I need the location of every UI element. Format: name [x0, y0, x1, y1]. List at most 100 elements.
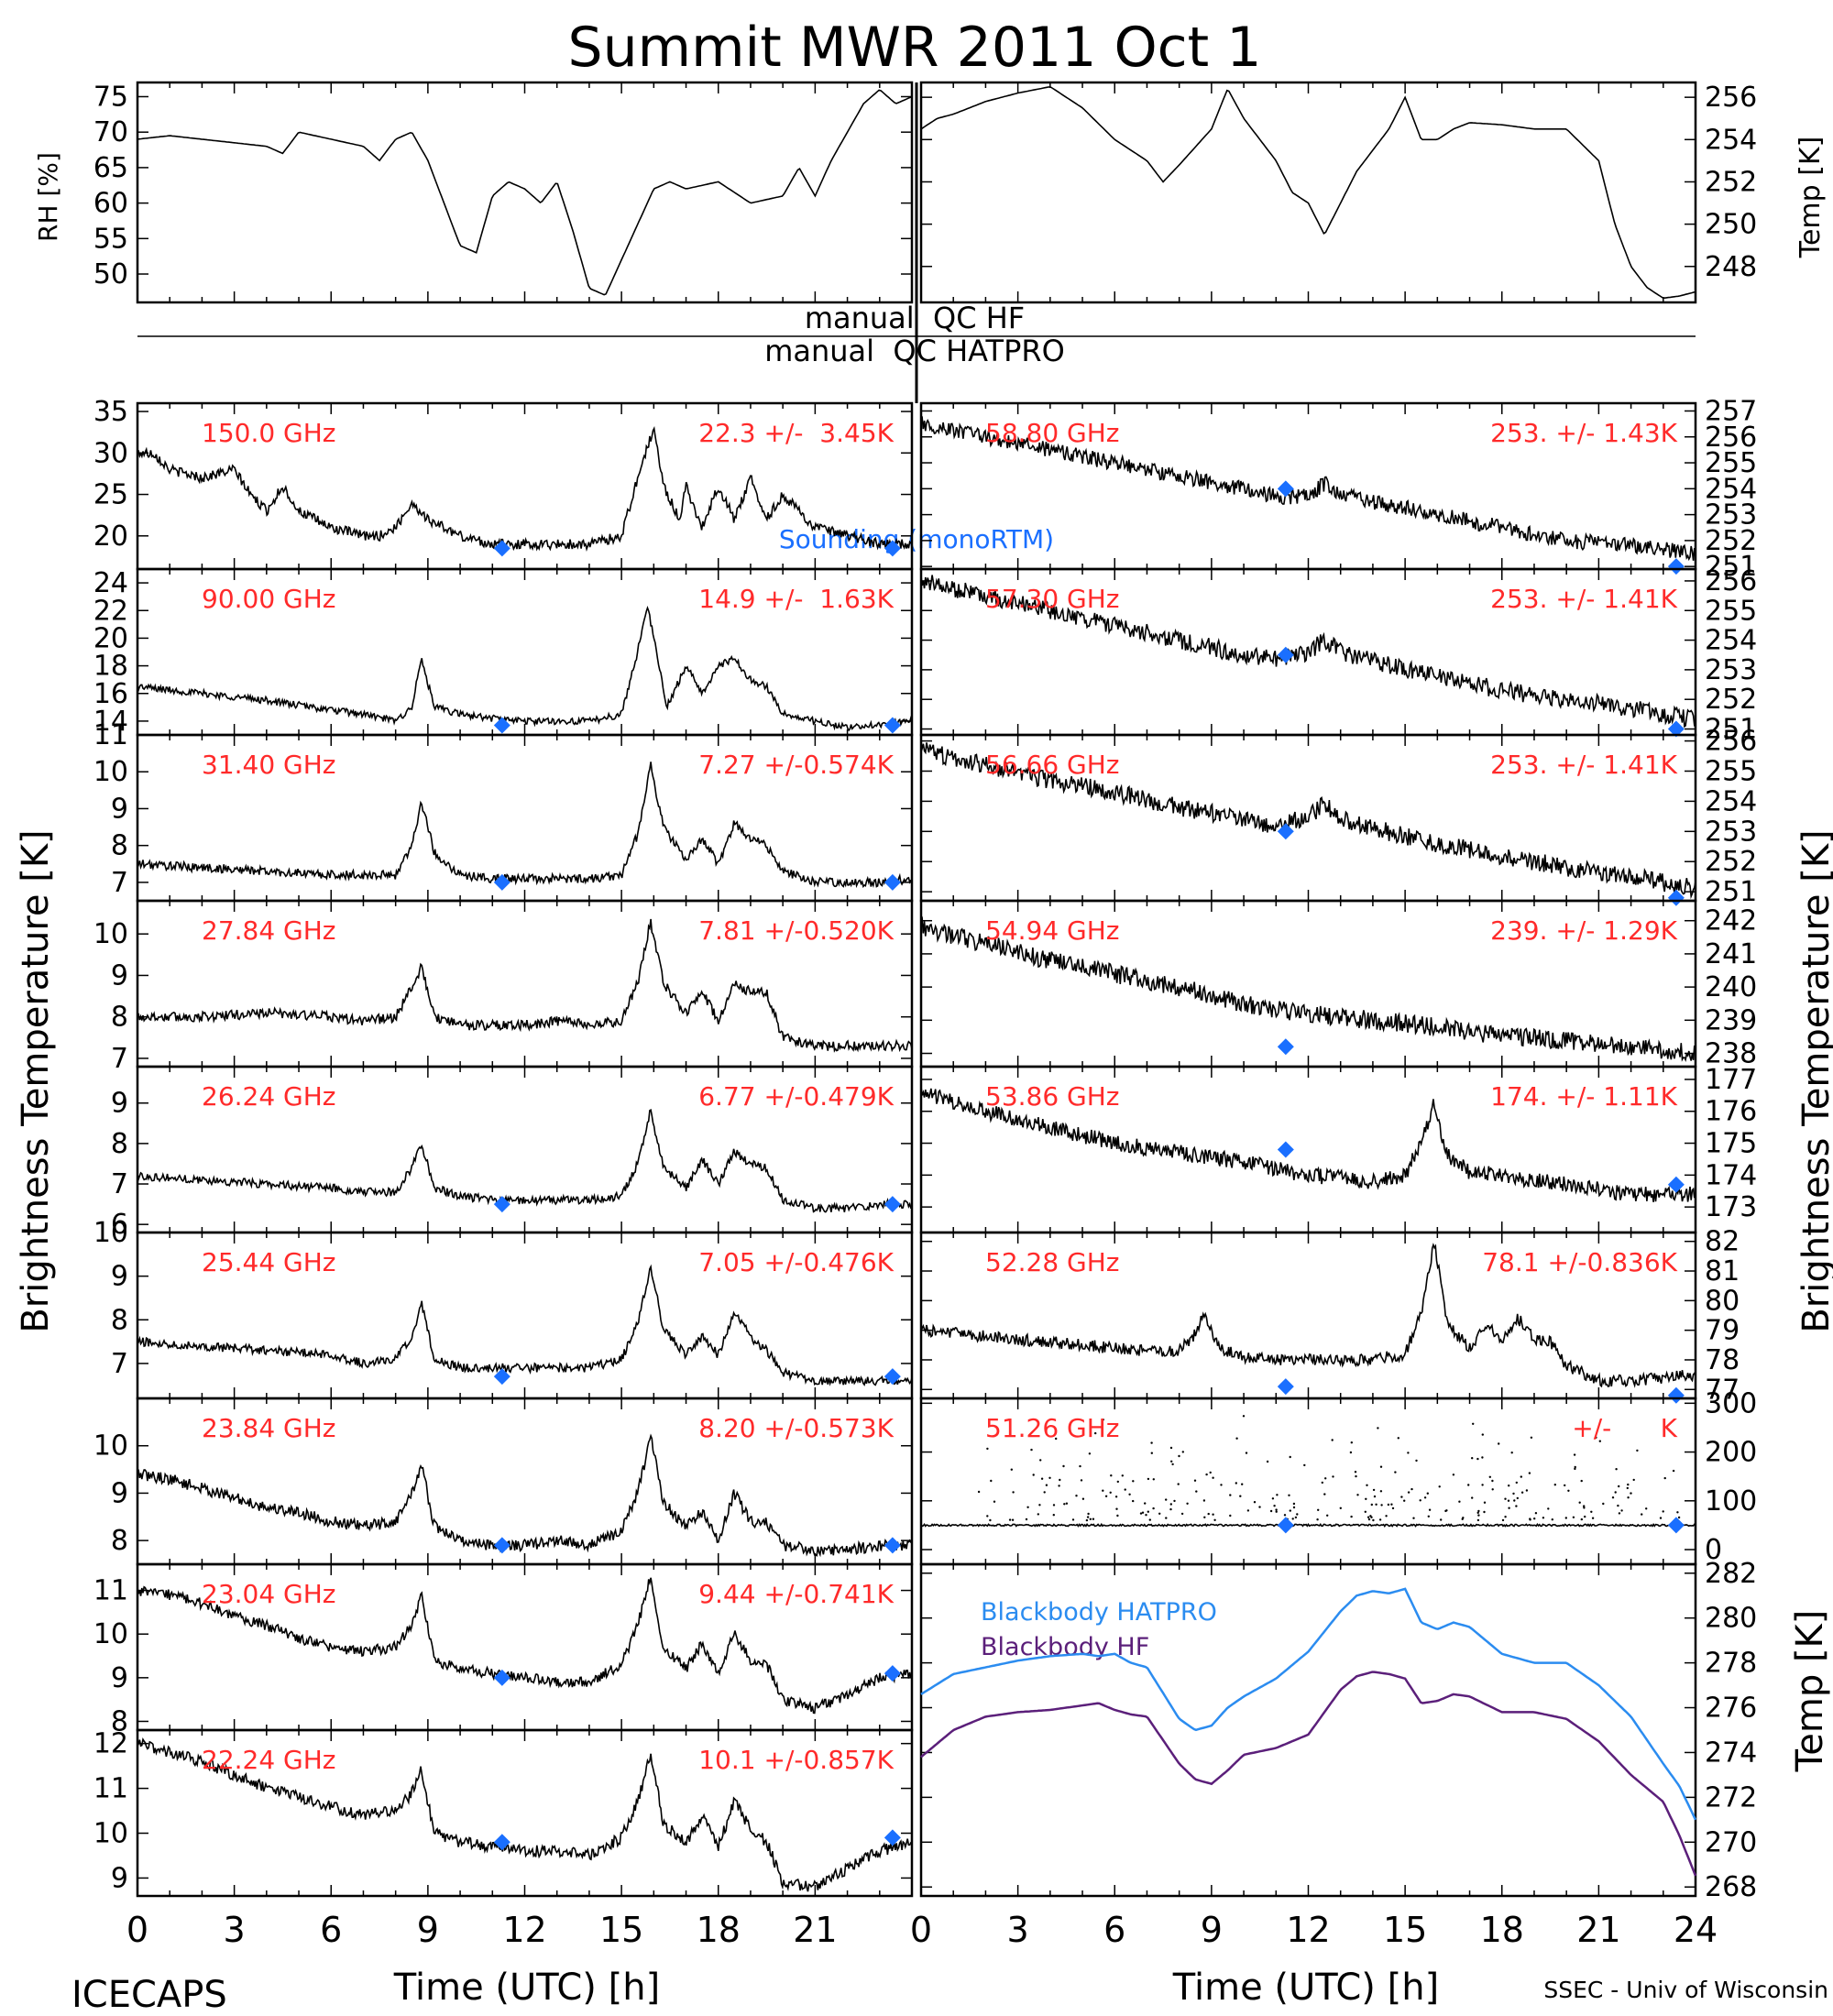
hp-51.26-scatter-point [1407, 1491, 1410, 1494]
hf-27.84-ytick-label: 8 [111, 1002, 128, 1034]
hp-51.26-scatter-point [1645, 1507, 1648, 1510]
hf-150.0-ytick-label: 20 [93, 520, 128, 553]
hp-51.26-scatter-point [1079, 1464, 1081, 1468]
hp-51.26-scatter-point [1467, 1484, 1470, 1486]
hp-51.26-scatter-point [1350, 1441, 1354, 1444]
hp-51.26-scatter-point [1663, 1476, 1666, 1480]
hp-56.66-stats-label: 253. +/- 1.41K [1490, 750, 1677, 780]
hp-51.26-scatter-point [1567, 1489, 1570, 1493]
footer-ssec: SSEC - Univ of Wisconsin [1543, 1977, 1828, 2003]
blackbody-ytick-label: 282 [1705, 1558, 1757, 1590]
hp-51.26-scatter-point [1367, 1516, 1370, 1518]
hp-51.26-scatter-point [1498, 1442, 1500, 1445]
hf-25.44-series-trace [137, 1264, 913, 1386]
hp-51.26-scatter-point [1458, 1500, 1461, 1503]
hf-22.24-ytick-label: 9 [111, 1862, 128, 1894]
hp-51.26-scatter-point [1275, 1510, 1278, 1513]
hp-57.30-sounding-marker [1667, 720, 1685, 738]
hf-31.40-ytick-label: 10 [93, 756, 128, 788]
hp-51.26-scatter-point [1110, 1474, 1113, 1477]
met-rh-series-trace [137, 89, 913, 296]
hp-51.26-scatter-point [1180, 1512, 1184, 1516]
hp-51.26-scatter-point [1394, 1471, 1397, 1474]
blackbody-series-blackbody-hf [920, 1671, 1697, 1877]
hp-53.86-ytick-label: 173 [1705, 1191, 1757, 1223]
hp-51.26-scatter-point [1504, 1516, 1507, 1518]
hp-51.26-scatter-point [1239, 1495, 1242, 1497]
hp-54.94-sounding-marker [1277, 1038, 1294, 1056]
hp-51.26-scatter-point [1150, 1452, 1154, 1454]
met-temp-ytick-label: 250 [1705, 209, 1757, 241]
hp-51.26-scatter-point [1572, 1516, 1575, 1519]
hp-51.26-scatter-point [1513, 1499, 1516, 1502]
hp-51.26-scatter-point [1426, 1492, 1430, 1495]
hp-51.26-scatter-point [1379, 1465, 1383, 1468]
met-temp-series-trace [920, 86, 1696, 300]
hp-51.26-scatter-point [1410, 1487, 1413, 1491]
hp-51.26-scatter-point [1008, 1518, 1012, 1521]
legend-blackbody-hf: Blackbody HF [981, 1633, 1149, 1661]
hp-51.26-scatter-point [1477, 1514, 1480, 1517]
hf-90.00-series-trace [137, 606, 913, 732]
x-label-right: Time (UTC) [h] [1172, 1967, 1439, 2009]
hp-51.26-scatter-point [1510, 1452, 1513, 1454]
hp-51.26-scatter-point [1116, 1514, 1119, 1517]
hp-51.26-scatter-point [1324, 1477, 1327, 1480]
hp-51.26-scatter-point [1158, 1512, 1161, 1516]
hp-51.26-scatter-point [1354, 1471, 1357, 1474]
met-rh-ytick-label: 70 [93, 116, 128, 148]
hp-51.26-scatter-point [1590, 1510, 1593, 1514]
hp-51.26-scatter-point [1043, 1491, 1046, 1494]
hf-90.00-ytick-label: 24 [93, 567, 128, 599]
x-tick-label-right: 24 [1674, 1910, 1718, 1950]
x-tick-label-right: 9 [1201, 1910, 1223, 1950]
hp-51.26-scatter-point [1104, 1495, 1108, 1498]
hp-53.86-stats-label: 174. +/- 1.11K [1490, 1081, 1677, 1112]
hp-51.26-scatter-point [1529, 1518, 1531, 1521]
hf-27.84-ytick-label: 10 [93, 918, 128, 950]
hf-31.40-channel-label: 31.40 GHz [202, 750, 336, 780]
hp-51.26-scatter-point [1391, 1507, 1395, 1510]
hp-51.26-scatter-point [1080, 1479, 1083, 1482]
hp-56.66-series-trace [920, 742, 1696, 900]
hf-90.00-ytick-label: 20 [93, 622, 128, 654]
hf-22.24-sounding-marker [493, 1834, 510, 1851]
x-tick-label-right: 21 [1576, 1910, 1620, 1950]
x-tick-label-right: 15 [1383, 1910, 1427, 1950]
hf-26.24-sounding-marker [884, 1196, 901, 1213]
hp-51.26-scatter-point [1178, 1454, 1180, 1458]
blackbody-ytick-label: 278 [1705, 1648, 1757, 1680]
hp-51.26-scatter-point [1580, 1517, 1584, 1521]
hp-51.26-scatter-point [1147, 1477, 1150, 1481]
hp-51.26-scatter-point [1246, 1509, 1250, 1512]
hp-51.26-scatter-point [1102, 1419, 1104, 1421]
hp-51.26-scatter-point [1627, 1483, 1630, 1486]
hp-51.26-scatter-point [1339, 1507, 1343, 1510]
hp-51.26-scatter-point [1288, 1494, 1290, 1497]
met-rh-ytick-label: 50 [93, 258, 128, 290]
hp-51.26-scatter-point [1145, 1514, 1147, 1517]
panel-hf-31.40: 7 8 9 10 11 31.40 GHz 7.27 +/-0.574K [93, 719, 914, 903]
hp-52.28-ytick-label: 82 [1705, 1226, 1740, 1258]
hp-51.26-scatter-point [1677, 1516, 1681, 1519]
hp-51.26-scatter-point [1580, 1479, 1583, 1483]
hp-51.26-scatter-point [1370, 1503, 1374, 1507]
x-tick-label-left: 18 [697, 1910, 741, 1950]
hp-51.26-scatter-point [1089, 1517, 1092, 1521]
hf-90.00-channel-label: 90.00 GHz [202, 584, 336, 614]
hp-56.66-ytick-label: 254 [1705, 785, 1757, 817]
hf-26.24-channel-label: 26.24 GHz [202, 1081, 336, 1112]
hp-52.28-stats-label: 78.1 +/-0.836K [1482, 1247, 1677, 1277]
hf-31.40-ytick-label: 9 [111, 793, 128, 825]
hp-51.26-scatter-point [1375, 1503, 1377, 1507]
hp-51.26-scatter-point [1641, 1513, 1643, 1516]
hp-51.26-scatter-point [1039, 1459, 1042, 1462]
hp-51.26-scatter-point [1553, 1484, 1557, 1486]
hp-51.26-scatter-point [1331, 1439, 1334, 1441]
hp-53.86-series-trace [920, 1086, 1696, 1202]
x-label-left: Time (UTC) [h] [393, 1967, 660, 2009]
hf-23.04-sounding-marker [884, 1665, 901, 1682]
